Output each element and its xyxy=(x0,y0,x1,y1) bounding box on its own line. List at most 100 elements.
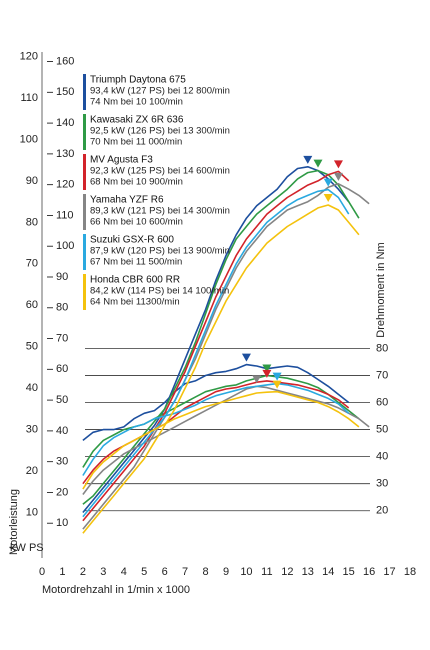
y-tick-label: 20 xyxy=(26,465,38,477)
legend-label: Kawasaki ZX 6R 636 xyxy=(90,115,184,126)
legend-label: Honda CBR 600 RR xyxy=(90,275,180,286)
peak-marker xyxy=(323,178,333,187)
x-tick-label: 2 xyxy=(80,566,86,578)
y-tick-label: 60 xyxy=(26,299,38,311)
x-tick-label: 7 xyxy=(182,566,188,578)
power-line xyxy=(82,183,370,530)
x-tick-label: 11 xyxy=(261,566,272,578)
legend-detail: 84,2 kW (114 PS) bei 14 100/min xyxy=(90,286,229,297)
power-line xyxy=(82,188,350,518)
y-tick-label: 80 xyxy=(26,216,38,228)
ps-tick-label: 150 xyxy=(56,86,74,98)
legend-detail: 66 Nm bei 10 600/min xyxy=(90,217,183,228)
legend-label: Yamaha YZF R6 xyxy=(90,195,164,206)
y-unit-label: kW PS xyxy=(10,542,44,554)
ps-tick-label: 140 xyxy=(56,117,74,129)
legend-detail: 89,3 kW (121 PS) bei 14 300/min xyxy=(90,206,230,217)
ps-tick-label: 120 xyxy=(56,179,74,191)
peak-marker xyxy=(313,159,323,168)
x-tick-label: 8 xyxy=(202,566,208,578)
legend-swatch xyxy=(83,74,86,110)
peak-marker xyxy=(272,372,282,381)
legend-detail: 93,4 kW (127 PS) bei 12 800/min xyxy=(90,86,230,97)
y-tick-label: 50 xyxy=(26,341,38,353)
y-tick-label: 40 xyxy=(26,382,38,394)
legend-swatch xyxy=(83,234,86,270)
peak-marker xyxy=(252,375,262,384)
torque-line xyxy=(82,390,360,490)
torque-line xyxy=(82,385,370,495)
y2-tick-label: 80 xyxy=(376,342,388,354)
power-line xyxy=(82,170,350,522)
legend-label: MV Agusta F3 xyxy=(90,155,153,166)
ps-tick-label: 130 xyxy=(56,148,74,160)
x-tick-label: 17 xyxy=(383,566,395,578)
torque-line xyxy=(82,363,350,442)
y-tick-label: 100 xyxy=(20,133,38,145)
torque-line xyxy=(82,374,360,468)
ps-tick-label: 90 xyxy=(56,271,68,283)
ps-tick-label: 160 xyxy=(56,55,74,67)
peak-marker xyxy=(272,380,282,389)
x-tick-label: 4 xyxy=(121,566,127,578)
peak-marker xyxy=(303,155,313,164)
peak-marker xyxy=(333,160,343,169)
y-tick-label: 30 xyxy=(26,424,38,436)
y2-tick-label: 70 xyxy=(376,369,388,381)
legend-detail: 68 Nm bei 10 900/min xyxy=(90,177,183,188)
y2-tick-label: 30 xyxy=(376,478,388,490)
y-axis-label: Motorleistung xyxy=(8,489,20,555)
legend-swatch xyxy=(83,194,86,230)
y-tick-label: 90 xyxy=(26,175,38,187)
peak-marker xyxy=(333,172,343,181)
x-tick-label: 14 xyxy=(322,566,334,578)
legend-label: Triumph Daytona 675 xyxy=(90,75,186,86)
x-tick-label: 13 xyxy=(302,566,314,578)
ps-tick-label: 10 xyxy=(56,517,68,529)
legend-swatch xyxy=(83,114,86,150)
y2-tick-label: 40 xyxy=(376,451,388,463)
x-axis-label: Motordrehzahl in 1/min x 1000 xyxy=(42,584,190,596)
y2-axis-label: Drehmoment in Nm xyxy=(375,242,387,337)
torque-line xyxy=(82,382,350,476)
y-tick-label: 110 xyxy=(20,92,38,104)
power-line xyxy=(82,204,360,534)
legend-detail: 87,9 kW (120 PS) bei 13 900/min xyxy=(90,246,230,257)
ps-tick-label: 50 xyxy=(56,394,68,406)
ps-tick-label: 30 xyxy=(56,456,68,468)
x-tick-label: 1 xyxy=(59,566,65,578)
ps-tick-label: 60 xyxy=(56,363,68,375)
legend-detail: 64 Nm bei 11300/min xyxy=(90,297,180,308)
y2-tick-label: 50 xyxy=(376,423,388,435)
x-tick-label: 0 xyxy=(39,566,45,578)
ps-tick-label: 20 xyxy=(56,486,68,498)
ps-tick-label: 70 xyxy=(56,332,68,344)
x-tick-label: 12 xyxy=(281,566,293,578)
ps-tick-label: 100 xyxy=(56,240,74,252)
y2-tick-label: 20 xyxy=(376,505,388,517)
legend-detail: 92,3 kW (125 PS) bei 14 600/min xyxy=(90,166,230,177)
legend-detail: 67 Nm bei 11 500/min xyxy=(90,257,182,268)
power-line xyxy=(82,166,350,514)
x-tick-label: 18 xyxy=(404,566,416,578)
legend-detail: 70 Nm bei 11 000/min xyxy=(90,137,182,148)
power-line xyxy=(82,169,360,505)
legend-detail: 92,5 kW (126 PS) bei 13 300/min xyxy=(90,126,230,137)
y2-tick-label: 60 xyxy=(376,396,388,408)
x-tick-label: 15 xyxy=(343,566,355,578)
legend-swatch xyxy=(83,154,86,190)
ps-tick-label: 110 xyxy=(56,209,74,221)
x-tick-label: 9 xyxy=(223,566,229,578)
ps-tick-label: 80 xyxy=(56,302,68,314)
legend-label: Suzuki GSX-R 600 xyxy=(90,235,174,246)
x-tick-label: 10 xyxy=(240,566,252,578)
legend-detail: 74 Nm bei 10 100/min xyxy=(90,97,183,108)
y-tick-label: 10 xyxy=(26,506,38,518)
peak-marker xyxy=(262,369,272,378)
ps-tick-label: 40 xyxy=(56,425,68,437)
peak-marker xyxy=(241,353,251,362)
x-tick-label: 3 xyxy=(100,566,106,578)
legend-swatch xyxy=(83,274,86,310)
